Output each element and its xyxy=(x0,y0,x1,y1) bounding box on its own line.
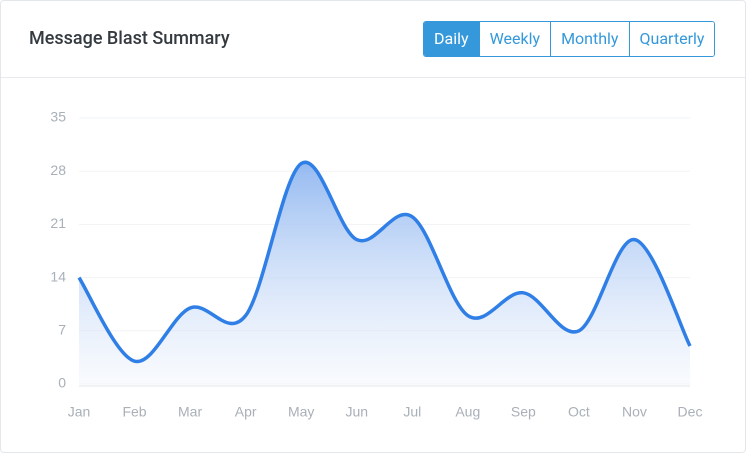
x-tick-label: Apr xyxy=(235,404,257,420)
y-tick-label: 35 xyxy=(50,109,66,125)
y-tick-label: 21 xyxy=(50,215,66,231)
x-tick-label: Dec xyxy=(678,404,703,420)
tab-button[interactable]: Quarterly xyxy=(628,22,715,56)
line xyxy=(77,160,692,363)
y-tick-label: 28 xyxy=(50,162,66,178)
y-tick-label: 14 xyxy=(50,268,66,284)
x-tick-label: Aug xyxy=(455,404,480,420)
x-tick-label: Jan xyxy=(68,404,91,420)
x-tick-label: Mar xyxy=(178,404,202,420)
card-title: Message Blast Summary xyxy=(29,28,230,49)
x-tick-label: Oct xyxy=(568,404,590,420)
x-tick-label: Feb xyxy=(122,404,146,420)
x-tick-label: Nov xyxy=(622,404,647,420)
x-tick-label: May xyxy=(288,404,314,420)
card-header: Message Blast Summary Daily Weekly Monthly… xyxy=(1,1,745,78)
tab-button[interactable]: Weekly xyxy=(478,22,551,56)
x-tick-label: Jul xyxy=(403,404,421,420)
tab-group: Daily Weekly Monthly Quarterly xyxy=(423,21,716,57)
x-tick-label: Sep xyxy=(511,404,536,420)
y-tick-label: 7 xyxy=(58,322,66,338)
tab-button[interactable]: Monthly xyxy=(550,22,629,56)
x-tick-label: Jun xyxy=(345,404,368,420)
tab-button[interactable]: Daily xyxy=(424,22,479,56)
y-tick-label: 0 xyxy=(58,375,66,391)
area-fill xyxy=(79,162,690,384)
